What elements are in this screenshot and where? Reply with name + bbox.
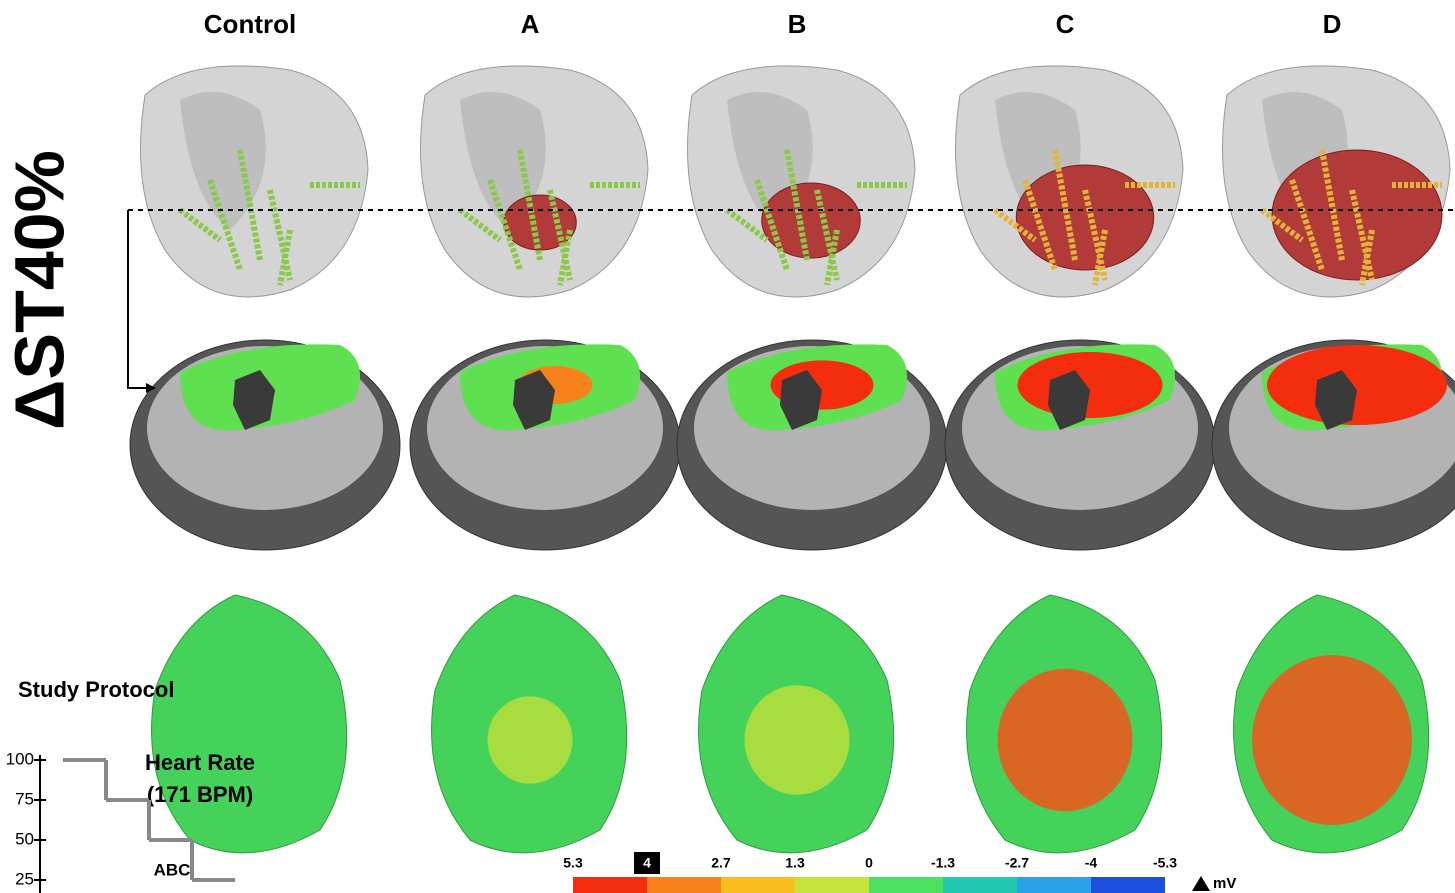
electrode	[1260, 207, 1304, 243]
electrode	[458, 207, 502, 243]
electrode	[1289, 179, 1325, 271]
colorbar-segment	[869, 877, 943, 893]
electrode	[993, 207, 1037, 243]
electrode	[754, 179, 790, 271]
y-tick-label: 75	[15, 789, 34, 808]
electrode	[557, 229, 573, 286]
heart-inner	[460, 92, 546, 230]
column-header: Control	[204, 9, 296, 39]
colorbar-label: -2.7	[1005, 855, 1029, 871]
colorbar-segment	[573, 877, 647, 893]
colorbar-segment	[1017, 877, 1091, 893]
column-header: B	[788, 9, 807, 39]
protocol-label: Heart Rate	[145, 750, 255, 775]
colorbar-label: -1.3	[931, 855, 955, 871]
protocol-title: Study Protocol	[18, 677, 174, 702]
electrode	[207, 179, 243, 271]
arrow-head	[146, 383, 156, 393]
column-header: D	[1323, 9, 1342, 39]
heart-inner	[180, 92, 266, 230]
colorbar-segment	[647, 877, 721, 893]
unit-marker	[1192, 876, 1210, 891]
surface-zone	[997, 668, 1133, 812]
electrode	[267, 189, 293, 281]
electrode	[1359, 229, 1375, 286]
protocol-annotation: ABC	[154, 860, 191, 879]
column-header: C	[1056, 9, 1075, 39]
cavity	[1048, 370, 1090, 430]
electrode	[547, 189, 573, 281]
electrode	[784, 149, 810, 261]
renderings	[129, 65, 1455, 854]
colorbar-segment	[721, 877, 795, 893]
unit-label: mV	[1213, 875, 1236, 892]
cavity	[513, 370, 555, 430]
electrode	[178, 207, 222, 243]
electrode	[487, 179, 523, 271]
colorbar-label: 0	[865, 855, 873, 871]
y-tick-label: 25	[15, 869, 34, 888]
electrode	[1349, 189, 1375, 281]
y-tick-label: 100	[6, 749, 34, 768]
colorbar-label: 1.3	[785, 855, 805, 871]
colorbar-label: -4	[1085, 855, 1098, 871]
colorbar-label: 5.3	[563, 855, 583, 871]
electrode	[1092, 229, 1108, 286]
side-label: ΔST40%	[0, 150, 78, 430]
cavity	[780, 370, 822, 430]
electrode	[1082, 189, 1108, 281]
colorbar-segment	[795, 877, 869, 893]
colorbar-segment	[943, 877, 1017, 893]
colorbar-segment	[1091, 877, 1165, 893]
protocol-label: (171 BPM)	[147, 782, 253, 807]
electrode	[237, 149, 263, 261]
electrode	[725, 207, 769, 243]
surface-zone	[487, 696, 573, 784]
infarct-volume	[1015, 164, 1155, 271]
electrode	[814, 189, 840, 281]
electrode	[824, 229, 840, 286]
slice-injury	[1017, 352, 1163, 418]
cavity	[233, 370, 275, 430]
column-header: A	[521, 9, 540, 39]
colorbar-label: 2.7	[711, 855, 731, 871]
colorbar-label: 4	[643, 855, 651, 871]
electrode	[1319, 149, 1345, 261]
electrode	[517, 149, 543, 261]
slice-injury	[1267, 345, 1447, 425]
arrow	[127, 210, 148, 389]
cavity	[1315, 370, 1357, 430]
electrode	[277, 229, 293, 286]
electrode	[1022, 179, 1058, 271]
electrode	[1052, 149, 1078, 261]
heart-surface	[151, 594, 348, 854]
colorbar-label: -5.3	[1153, 855, 1177, 871]
surface-zone	[1252, 655, 1412, 825]
highlight-box	[634, 852, 660, 874]
y-tick-label: 50	[15, 829, 34, 848]
surface-zone	[744, 685, 850, 795]
